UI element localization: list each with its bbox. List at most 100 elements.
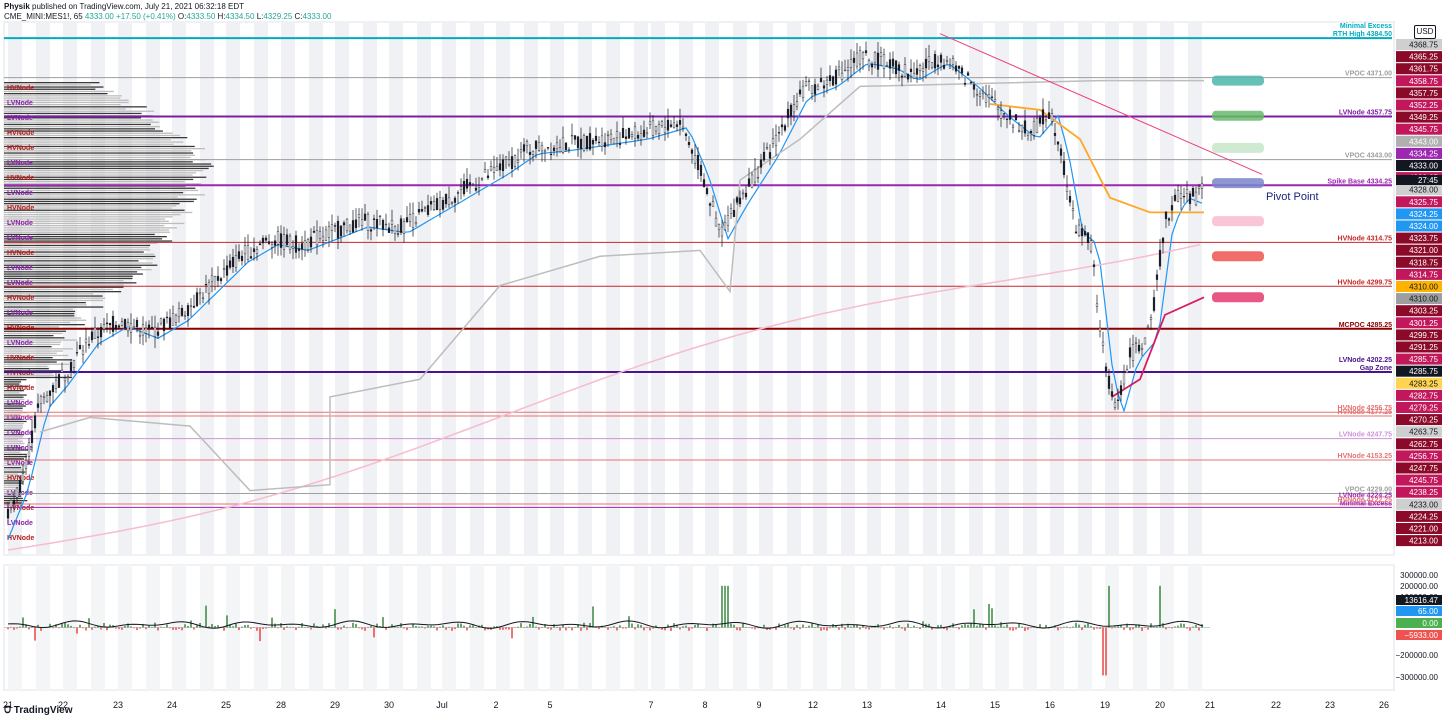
- candle-body: [462, 181, 466, 195]
- x-tick-label: 23: [113, 700, 123, 710]
- x-tick-label: 8: [702, 700, 707, 710]
- price-axis-tag: [1396, 51, 1442, 63]
- candle-body: [198, 292, 202, 295]
- candle-body: [318, 231, 322, 240]
- volume-delta-bar: [28, 627, 30, 630]
- volume-profile-bar: [4, 495, 22, 497]
- candle-body: [66, 376, 70, 378]
- volume-delta-bar: [604, 627, 606, 628]
- volume-delta-bar: [685, 625, 687, 628]
- volume-delta-bar: [259, 627, 261, 642]
- volume-delta-bar: [784, 625, 786, 628]
- volume-delta-bar: [415, 626, 417, 628]
- candle-body: [339, 225, 343, 237]
- volume-delta-bar: [439, 626, 441, 628]
- candle-body: [513, 155, 517, 167]
- volume-profile-bar: [4, 394, 27, 396]
- volume-delta-bar: [13, 627, 15, 630]
- price-axis-tag: [1396, 535, 1442, 547]
- candle-body: [846, 67, 850, 71]
- candle-body: [1185, 189, 1189, 194]
- profile-node-label: HVNode: [7, 205, 34, 212]
- currency-label[interactable]: USD: [1414, 25, 1436, 39]
- candle-body: [405, 217, 409, 223]
- volume-delta-bar: [25, 624, 27, 628]
- candle-body: [906, 74, 910, 80]
- symbol-name[interactable]: CME_MINI:MES1!, 65: [4, 12, 83, 21]
- candle-body: [627, 128, 631, 139]
- volume-delta-bar: [703, 627, 705, 628]
- candle-body: [432, 201, 436, 210]
- volume-profile-bar: [4, 456, 27, 458]
- candle-body: [237, 251, 241, 259]
- volume-delta-bar: [808, 625, 810, 628]
- volume-profile-bar: [4, 207, 173, 209]
- profile-node-label: LVNode: [7, 190, 33, 197]
- author-name[interactable]: Physik: [4, 2, 30, 11]
- pivot-point-label: Pivot Point: [1266, 191, 1319, 203]
- candle-body: [108, 323, 112, 326]
- volume-profile-bar: [4, 401, 19, 403]
- level-label: Minimal Excess: [1340, 23, 1392, 30]
- volume-delta-bar: [946, 627, 948, 631]
- volume-delta-bar: [982, 624, 984, 628]
- volume-delta-bar: [109, 624, 111, 628]
- candle-body: [402, 221, 406, 234]
- volume-profile-bar: [4, 440, 23, 442]
- volume-delta-bar: [781, 627, 783, 628]
- candle-body: [801, 86, 805, 98]
- volume-delta-bar: [277, 627, 279, 629]
- candle-body: [522, 144, 526, 152]
- price-axis-tag: [1396, 135, 1442, 147]
- volume-profile-bar: [4, 302, 86, 304]
- candle-body: [1044, 119, 1048, 122]
- price-axis-tag: [1396, 426, 1442, 438]
- volume-profile-bar: [4, 284, 124, 286]
- candle-body: [444, 193, 448, 205]
- candle-body: [921, 68, 925, 72]
- candle-body: [849, 59, 853, 68]
- x-tick-label: 30: [384, 700, 394, 710]
- candle-body: [45, 395, 49, 402]
- volume-delta-bar: [580, 627, 582, 631]
- candle-body: [384, 223, 388, 226]
- x-tick-label: 12: [808, 700, 818, 710]
- volume-delta-bar: [1099, 627, 1101, 629]
- candle-body: [525, 141, 529, 147]
- volume-profile-bar: [4, 117, 142, 119]
- volume-profile-bar: [4, 282, 137, 284]
- candle-body: [1119, 385, 1123, 395]
- volume-profile-bar: [4, 170, 204, 172]
- tradingview-logo[interactable]: ⩂ TradingView: [4, 705, 73, 716]
- volume-delta-bar: [196, 624, 198, 628]
- candle-body: [831, 76, 835, 86]
- price-axis-label: 4283.25: [1409, 379, 1438, 388]
- volume-delta-bar: [667, 624, 669, 628]
- volume-axis-tag: [1396, 630, 1442, 640]
- volume-profile-bar: [4, 436, 24, 438]
- candle-body: [204, 283, 208, 286]
- candle-body: [474, 187, 478, 191]
- volume-delta-bar: [892, 627, 894, 629]
- session-shade: [470, 22, 484, 555]
- volume-delta-bar: [940, 624, 942, 628]
- volume-delta-bar: [418, 626, 420, 628]
- volume-delta-bar: [898, 625, 900, 628]
- candle-body: [951, 58, 955, 65]
- candle-body: [813, 84, 817, 95]
- candle-body: [741, 192, 745, 195]
- volume-profile-bar: [4, 130, 163, 132]
- candle-body: [435, 198, 439, 211]
- candle-body: [264, 237, 268, 241]
- volume-profile-bar: [4, 484, 19, 486]
- volume-delta-bar: [850, 626, 852, 628]
- volume-delta-bar: [181, 627, 183, 631]
- volume-delta-bar: [886, 627, 888, 628]
- profile-node-label: HVNode: [7, 535, 34, 542]
- volume-delta-bar: [232, 626, 234, 628]
- volume-profile-bar: [4, 240, 173, 242]
- candle-body: [324, 229, 328, 241]
- price-change: +17.50 (+0.41%): [116, 12, 176, 21]
- volume-profile-bar: [4, 330, 66, 332]
